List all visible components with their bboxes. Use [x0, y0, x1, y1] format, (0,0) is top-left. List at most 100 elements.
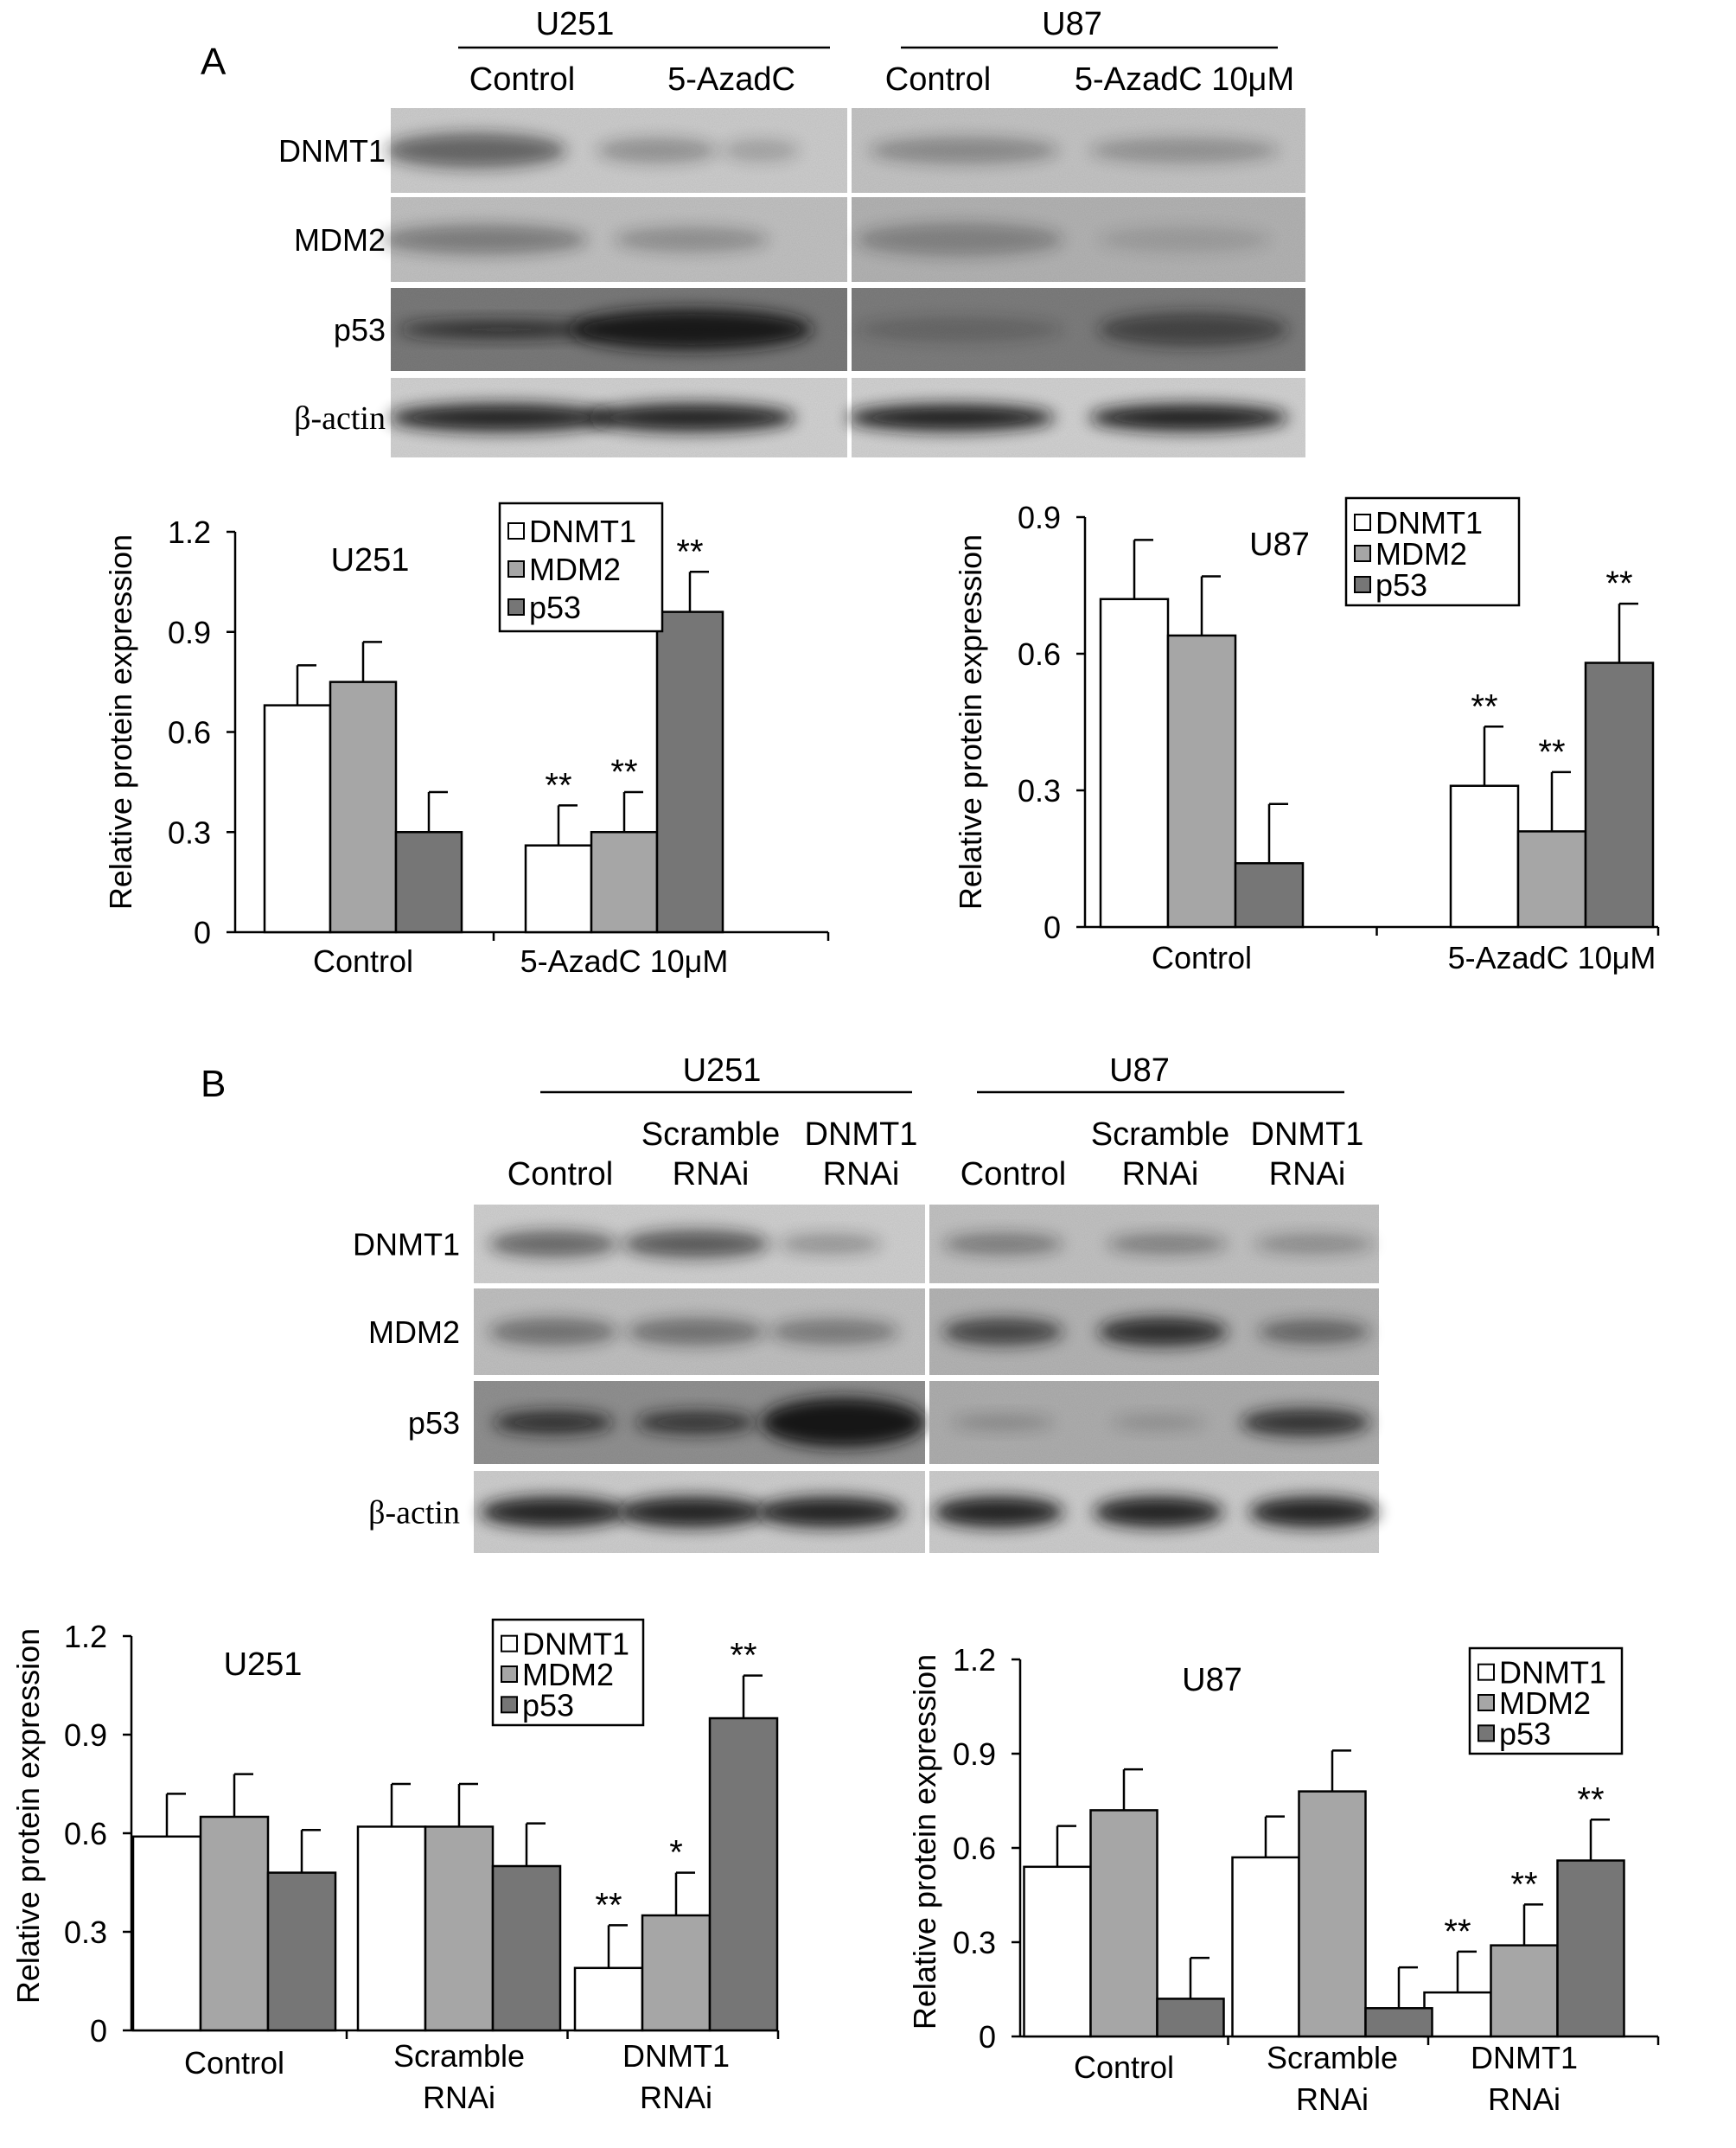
- blot-strip-actin: [847, 378, 1305, 457]
- legend-swatch-p53: [1354, 576, 1371, 593]
- protein-band: [1107, 1233, 1228, 1255]
- significance-marker: **: [610, 753, 637, 791]
- blot-row-label-dnmt1: DNMT1: [278, 133, 386, 169]
- bar-dnmt1: [131, 1835, 202, 2032]
- legend-entry-p53: p53: [1375, 567, 1427, 603]
- bar-dnmt1: [524, 844, 593, 934]
- bar-mdm2: [641, 1914, 712, 2032]
- blot-strip-dnmt1: [385, 108, 847, 193]
- bar-p53: [266, 1871, 337, 2032]
- blot-strip-p53: [391, 288, 847, 371]
- bar-p53: [1234, 862, 1305, 929]
- significance-marker: **: [1510, 1865, 1537, 1903]
- significance-marker: **: [595, 1886, 622, 1924]
- blot-strip-p53: [852, 288, 1305, 371]
- x-category-label-control: Control: [313, 943, 413, 979]
- protein-band: [1089, 404, 1288, 432]
- protein-band: [488, 1231, 618, 1257]
- y-tick-label: 0.6: [953, 1831, 996, 1866]
- panel-letter-a: A: [201, 41, 227, 83]
- blot-a-cellline-u251: U251: [536, 6, 615, 42]
- chart-b-u87: 0 0.3 0.6 0.9 1.2 Relative protein expression…: [907, 1642, 1660, 2117]
- blot-strip-actin: [474, 1471, 925, 1553]
- legend-box: [1344, 496, 1521, 607]
- blot-lane-label-rnai: RNAi: [823, 1156, 900, 1192]
- legend-entry-dnmt1: DNMT1: [529, 514, 636, 549]
- protein-band: [856, 316, 1063, 342]
- protein-band: [1098, 1317, 1228, 1346]
- bar-mdm2: [424, 1825, 495, 2032]
- blot-strip-actin: [389, 378, 847, 457]
- blot-lane-label-control: Control: [961, 1156, 1067, 1192]
- protein-band: [385, 132, 566, 169]
- y-tick-label: 0.3: [1018, 773, 1061, 809]
- chart-title: U251: [331, 542, 410, 579]
- y-tick-label: 1.2: [953, 1642, 996, 1678]
- significance-marker: **: [1538, 733, 1565, 771]
- chart-a-u251: 0 0.3 0.6 0.9 1.2 Relative protein expression…: [103, 502, 830, 979]
- protein-band: [1098, 227, 1271, 253]
- y-tick-label: 0.9: [168, 615, 211, 650]
- chart-title: U87: [1249, 527, 1310, 563]
- bar-dnmt1: [1449, 784, 1520, 929]
- y-tick-label: 0: [979, 2019, 996, 2055]
- protein-band: [622, 1230, 769, 1258]
- protein-band: [597, 137, 718, 163]
- protein-band: [1241, 1408, 1370, 1437]
- protein-band: [847, 404, 1055, 432]
- blot-row-label-mdm2: MDM2: [368, 1314, 460, 1350]
- x-category-label-rnai: RNAi: [640, 2080, 712, 2115]
- protein-band: [769, 1319, 899, 1345]
- bar-p53: [1156, 1998, 1225, 2038]
- blot-lane-label-dnmt1: DNMT1: [805, 1116, 918, 1153]
- y-tick-label: 0: [90, 2013, 107, 2049]
- blot-lane-label-scramble: Scramble: [1091, 1116, 1230, 1153]
- x-category-label-rnai: RNAi: [1488, 2081, 1560, 2117]
- legend-swatch-mdm2: [507, 560, 525, 578]
- protein-band: [588, 403, 795, 432]
- protein-band: [869, 137, 1059, 164]
- bar-mdm2: [1089, 1809, 1158, 2038]
- legend-swatch-mdm2: [1354, 545, 1371, 562]
- legend-entry-dnmt1: DNMT1: [1499, 1655, 1606, 1691]
- blot-lane-label-rnai: RNAi: [1269, 1156, 1346, 1192]
- panel-letter-b: B: [201, 1063, 226, 1105]
- legend-entry-mdm2: MDM2: [529, 552, 621, 587]
- y-tick-label: 0.3: [168, 815, 211, 850]
- bar-p53: [1364, 2007, 1433, 2038]
- significance-marker: **: [1444, 1913, 1471, 1951]
- legend-entry-dnmt1: DNMT1: [1375, 505, 1483, 540]
- significance-marker: **: [676, 533, 703, 571]
- bar-dnmt1: [1023, 1865, 1092, 2038]
- chart-b-u251: 0 0.3 0.6 0.9 1.2 Relative protein expression…: [10, 1618, 780, 2115]
- y-tick-label: 0.9: [953, 1736, 996, 1772]
- blot-lane-label-control: Control: [507, 1156, 614, 1192]
- blot-row-label-dnmt1: DNMT1: [353, 1227, 460, 1263]
- protein-band: [627, 1318, 765, 1346]
- bar-p53: [1556, 1859, 1625, 2038]
- legend-swatch-mdm2: [501, 1665, 518, 1683]
- y-tick-label: 0.6: [1018, 636, 1061, 672]
- protein-band: [856, 222, 1063, 257]
- bar-dnmt1: [263, 704, 332, 934]
- bar-p53: [394, 831, 463, 934]
- blot-lane-label-5-azadc: 5-AzadC: [667, 61, 795, 98]
- x-category-label-scramble: Scramble: [1267, 2040, 1398, 2075]
- legend-swatch-p53: [501, 1696, 518, 1714]
- protein-band: [1249, 1496, 1379, 1528]
- significance-marker: **: [1471, 687, 1497, 726]
- bar-dnmt1: [1231, 1856, 1300, 2038]
- blot-strip-mdm2: [852, 197, 1305, 282]
- x-category-label-5-azadc-10-m: 5-AzadC 10μM: [1448, 940, 1656, 975]
- blot-a-cellline-u87: U87: [1042, 6, 1102, 42]
- protein-band: [1254, 1233, 1375, 1255]
- protein-band: [389, 403, 614, 432]
- protein-band: [942, 1318, 1063, 1346]
- blot-strip-mdm2: [474, 1288, 925, 1375]
- blot-strip-dnmt1: [929, 1205, 1379, 1283]
- blot-b-cellline-u251: U251: [683, 1052, 762, 1089]
